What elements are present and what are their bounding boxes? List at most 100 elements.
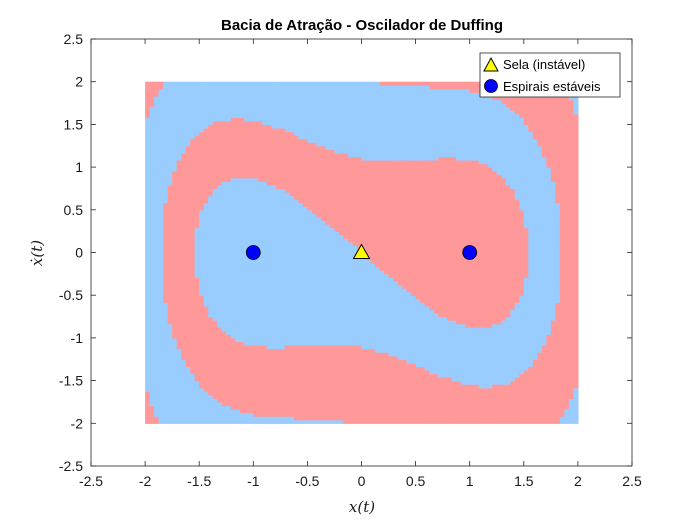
basin-cell [230, 142, 236, 147]
basin-cell [320, 145, 327, 150]
basin-cell [172, 106, 178, 111]
basin-cell [284, 366, 290, 371]
basin-cell [208, 188, 214, 193]
basin-cell [244, 156, 250, 161]
basin-cell [298, 305, 304, 311]
basin-cell [307, 177, 313, 182]
basin-cell [284, 295, 290, 300]
basin-cell [356, 280, 363, 286]
basin-cell [239, 334, 245, 339]
basin-cell [271, 380, 277, 385]
basin-cell [338, 355, 345, 360]
basin-cell [329, 373, 336, 378]
basin-cell [190, 280, 196, 286]
basin-cell [221, 280, 227, 286]
basin-cell [325, 270, 331, 275]
basin-cell [154, 366, 160, 371]
basin-cell [338, 135, 345, 140]
basin-cell [172, 288, 178, 293]
basin-cell [167, 377, 173, 382]
basin-cell [163, 248, 169, 254]
basin-cell [307, 277, 313, 282]
basin-cell [293, 167, 299, 172]
basin-cell [266, 309, 272, 314]
basin-cell [352, 401, 358, 407]
basin-cell [289, 227, 295, 232]
basin-cell [343, 337, 349, 343]
basin-cell [343, 366, 349, 371]
basin-cell [280, 277, 286, 282]
basin-cell [366, 81, 372, 86]
basin-cell [343, 284, 349, 289]
basin-cell [244, 99, 250, 104]
basin-cell [366, 373, 372, 378]
basin-cell [239, 277, 245, 282]
basin-cell [298, 409, 304, 414]
basin-cell [316, 419, 322, 424]
basin-cell [194, 380, 200, 385]
basin-cell [154, 405, 160, 410]
basin-cell [293, 259, 299, 264]
basin-cell [185, 266, 191, 271]
basin-cell [163, 391, 169, 396]
basin-cell [320, 352, 327, 357]
basin-cell [361, 142, 367, 147]
basin-cell [257, 142, 263, 147]
basin-cell [208, 252, 214, 257]
basin-cell [366, 206, 372, 211]
basin-cell [145, 391, 151, 396]
basin-cell [172, 138, 178, 143]
basin-cell [370, 145, 376, 150]
basin-cell [370, 110, 376, 115]
basin-cell [325, 419, 331, 424]
basin-cell [203, 341, 209, 346]
basin-cell [181, 312, 187, 318]
basin-cell [253, 177, 259, 182]
basin-cell [221, 377, 227, 382]
basin-cell [253, 345, 259, 350]
basin-cell [271, 241, 277, 246]
basin-cell [145, 252, 151, 257]
basin-cell [217, 330, 223, 335]
basin-cell [325, 110, 331, 115]
basin-cell [289, 288, 295, 293]
basin-cell [325, 337, 331, 343]
basin-cell [167, 149, 173, 154]
basin-cell [145, 337, 151, 343]
basin-cell [307, 327, 313, 332]
basin-cell [176, 120, 182, 125]
basin-cell [226, 206, 232, 211]
basin-cell [221, 302, 227, 307]
basin-cell [199, 320, 205, 325]
basin-cell [230, 348, 236, 353]
basin-cell [208, 416, 214, 421]
basin-cell [271, 323, 277, 328]
basin-cell [298, 259, 304, 264]
basin-cell [149, 391, 155, 396]
basin-cell [262, 373, 268, 378]
basin-cell [203, 220, 209, 225]
basin-cell [176, 195, 182, 200]
basin-cell [145, 330, 151, 335]
basin-cell [167, 330, 173, 335]
basin-cell [176, 88, 182, 93]
basin-cell [145, 312, 151, 318]
basin-cell [248, 202, 254, 207]
basin-cell [302, 170, 308, 175]
basin-cell [280, 288, 286, 293]
basin-cell [325, 117, 331, 122]
basin-cell [293, 401, 299, 407]
basin-cell [262, 270, 268, 275]
basin-cell [311, 320, 318, 325]
basin-cell [158, 170, 164, 175]
basin-cell [194, 127, 200, 133]
basin-cell [185, 135, 191, 140]
basin-cell [167, 202, 173, 207]
basin-cell [320, 120, 327, 125]
basin-cell [293, 373, 299, 378]
basin-cell [289, 110, 295, 115]
basin-cell [226, 227, 232, 232]
basin-cell [338, 184, 345, 190]
basin-cell [190, 334, 196, 339]
basin-cell [257, 85, 263, 90]
